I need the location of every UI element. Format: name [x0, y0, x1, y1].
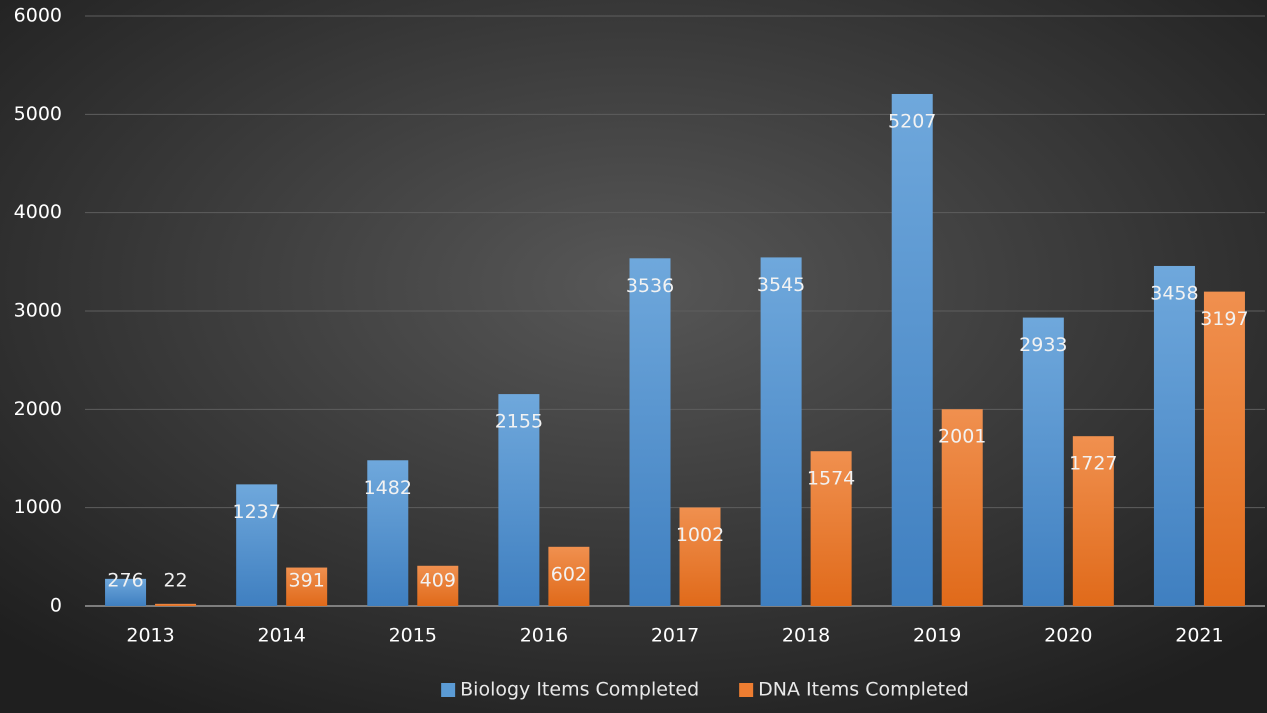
value-label: 602: [551, 563, 587, 585]
value-label: 276: [107, 570, 143, 592]
x-tick-label: 2017: [651, 625, 699, 647]
legend-swatch: [739, 683, 754, 697]
value-label: 3536: [626, 275, 674, 297]
y-tick-label: 3000: [14, 300, 62, 322]
x-tick-label: 2013: [126, 625, 174, 647]
y-tick-label: 4000: [14, 201, 62, 223]
y-tick-label: 5000: [14, 103, 62, 125]
bar: [236, 484, 278, 606]
value-label: 2155: [495, 411, 543, 433]
y-tick-label: 0: [50, 595, 62, 617]
bar: [105, 578, 147, 606]
bar: [498, 394, 540, 606]
value-label: 3545: [757, 274, 805, 296]
x-tick-label: 2016: [520, 625, 568, 647]
x-tick-label: 2021: [1175, 625, 1223, 647]
value-label: 1237: [232, 501, 280, 523]
bar: [679, 507, 721, 606]
value-label: 22: [163, 570, 187, 592]
bar: [941, 409, 983, 606]
bar: [367, 460, 409, 606]
bar: [1153, 265, 1195, 606]
y-tick-label: 6000: [14, 5, 62, 27]
bar: [760, 257, 802, 606]
value-label: 1574: [807, 468, 855, 490]
y-tick-label: 1000: [14, 496, 62, 518]
value-label: 3458: [1150, 282, 1198, 304]
value-label: 409: [420, 570, 456, 592]
value-label: 2001: [938, 426, 986, 448]
value-label: 2933: [1019, 334, 1067, 356]
x-tick-label: 2020: [1044, 625, 1092, 647]
bar: [810, 451, 852, 606]
x-tick-label: 2015: [389, 625, 437, 647]
value-label: 5207: [888, 110, 936, 132]
y-tick-label: 2000: [14, 398, 62, 420]
bar: [1022, 317, 1064, 606]
legend-swatch: [441, 683, 456, 697]
value-label: 3197: [1200, 308, 1248, 330]
x-tick-label: 2018: [782, 625, 830, 647]
x-tick-label: 2014: [257, 625, 305, 647]
bar: [1072, 436, 1114, 606]
value-label: 1482: [364, 477, 412, 499]
legend-label: Biology Items Completed: [460, 679, 699, 701]
value-label: 1727: [1069, 453, 1117, 475]
bar: [286, 567, 328, 606]
legend-label: DNA Items Completed: [758, 679, 969, 701]
bar: [629, 258, 671, 606]
value-label: 1002: [676, 524, 724, 546]
bar: [155, 603, 197, 606]
x-tick-label: 2019: [913, 625, 961, 647]
bar: [891, 93, 933, 606]
value-label: 391: [289, 570, 325, 592]
bar: [1203, 291, 1245, 606]
bar: [548, 546, 590, 606]
bar: [417, 565, 459, 606]
